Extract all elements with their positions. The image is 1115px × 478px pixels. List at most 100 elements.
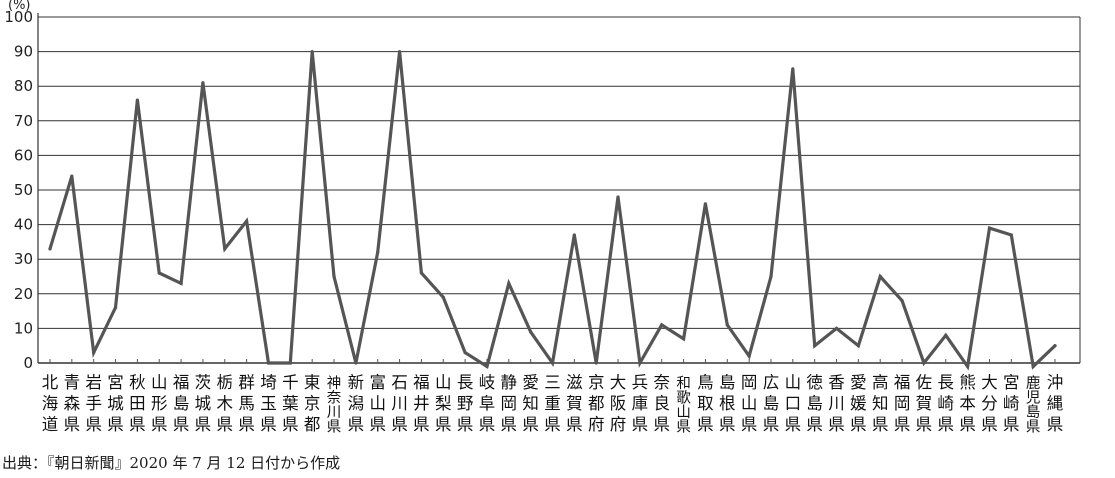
x-category-label: 大分県	[981, 373, 998, 434]
data-point	[1009, 233, 1013, 237]
x-category-label: 青森県	[64, 373, 81, 434]
x-category-label: 群馬県	[238, 373, 255, 434]
x-category-label: 高知県	[872, 373, 889, 434]
data-point	[944, 333, 948, 337]
data-point	[157, 271, 161, 275]
x-category-label: 東京都	[304, 373, 321, 434]
data-point	[70, 174, 74, 178]
x-category-label: 山形県	[151, 373, 168, 434]
data-point	[48, 247, 52, 251]
data-point	[310, 50, 314, 54]
x-category-label: 岡山県	[741, 373, 758, 434]
data-point	[376, 250, 380, 254]
x-category-label: 新潟県	[348, 373, 365, 434]
x-category-label: 千葉県	[282, 373, 299, 434]
data-point	[725, 323, 729, 327]
data-point	[572, 233, 576, 237]
x-category-label: 岐阜県	[479, 373, 496, 434]
x-category-label: 栃木県	[217, 373, 234, 434]
data-point	[594, 361, 598, 365]
data-point	[616, 195, 620, 199]
y-axis: (%) 0 10 20 30 40 50 60 70 80 90 100	[4, 0, 39, 372]
x-category-label: 茨城県	[195, 373, 212, 434]
data-point	[92, 351, 96, 355]
x-category-label: 熊本県	[959, 373, 976, 434]
data-point	[397, 50, 402, 54]
data-point	[507, 281, 511, 286]
y-unit-label: (%)	[8, 0, 31, 13]
x-category-label: 埼玉県	[260, 373, 277, 434]
data-point	[703, 202, 708, 206]
x-category-label: 福井県	[413, 373, 430, 434]
y-tick-label: 50	[14, 181, 33, 199]
y-tick-label: 80	[14, 77, 33, 95]
y-tick-label: 60	[14, 146, 33, 164]
y-tick-label: 0	[23, 354, 33, 372]
x-category-label: 神奈川県	[327, 375, 342, 436]
x-category-label: 石川県	[391, 373, 408, 434]
x-category-label: 滋賀県	[566, 373, 583, 434]
x-category-label: 徳島県	[806, 373, 823, 434]
data-point	[791, 67, 795, 71]
data-point	[332, 274, 336, 279]
x-category-label: 岩手県	[85, 373, 102, 434]
x-category-label: 福島県	[173, 373, 190, 434]
x-category-label: 三重県	[544, 373, 561, 434]
x-category-label: 奈良県	[653, 373, 670, 434]
data-point	[966, 364, 970, 369]
x-category-label: 鹿児島県	[1026, 375, 1041, 436]
data-point	[900, 299, 904, 303]
data-point	[441, 295, 445, 299]
x-category-label: 宮城県	[107, 373, 124, 434]
x-category-label: 山口県	[785, 373, 802, 434]
x-category-label: 京都府	[588, 373, 605, 434]
x-axis: 北海道青森県岩手県宮城県秋田県山形県福島県茨城県栃木県群馬県埼玉県千葉県東京都神…	[42, 359, 1064, 436]
x-category-label: 香川県	[828, 373, 845, 434]
y-tick-label: 20	[14, 285, 33, 303]
x-category-label: 沖縄県	[1047, 373, 1064, 434]
x-category-label: 富山県	[369, 373, 386, 434]
x-category-label: 愛媛県	[850, 373, 867, 434]
y-tick-label: 100	[4, 8, 33, 26]
data-point	[245, 219, 249, 223]
x-category-label: 山梨県	[435, 373, 452, 434]
y-tick-label: 90	[14, 43, 33, 61]
x-category-label: 広島県	[763, 373, 780, 434]
data-point	[135, 98, 139, 102]
data-point	[529, 330, 533, 334]
x-category-label: 兵庫県	[632, 373, 649, 434]
data-point	[288, 361, 292, 365]
data-point	[485, 364, 489, 369]
data-point	[878, 274, 882, 279]
x-category-label: 愛知県	[522, 373, 539, 434]
series-line	[48, 51, 1057, 371]
data-point	[223, 247, 227, 251]
x-category-label: 秋田県	[129, 373, 146, 434]
data-point	[922, 361, 926, 365]
data-point	[113, 306, 118, 310]
data-point	[638, 361, 642, 365]
data-point	[179, 281, 183, 286]
y-tick-label: 70	[14, 112, 33, 130]
source-note: 出典：『朝日新聞』2020 年 7 月 12 日付から作成	[2, 454, 341, 472]
gridlines	[38, 16, 1081, 364]
y-tick-label: 40	[14, 216, 33, 234]
data-point	[834, 326, 839, 330]
data-point	[201, 81, 205, 85]
data-point	[1031, 364, 1035, 369]
data-point	[987, 226, 992, 230]
y-tick-label: 10	[14, 319, 33, 337]
data-point	[813, 344, 817, 348]
data-point	[681, 337, 686, 341]
data-point	[463, 351, 467, 355]
y-tick-label: 30	[14, 250, 33, 268]
x-category-label: 大阪府	[610, 373, 627, 434]
data-series	[48, 50, 1057, 371]
data-point	[354, 361, 358, 365]
x-category-label: 和歌山県	[676, 375, 691, 436]
x-category-label: 長崎県	[938, 373, 955, 434]
x-category-label: 島根県	[719, 373, 736, 434]
x-category-label: 鳥取県	[697, 373, 714, 434]
data-point	[747, 354, 751, 358]
